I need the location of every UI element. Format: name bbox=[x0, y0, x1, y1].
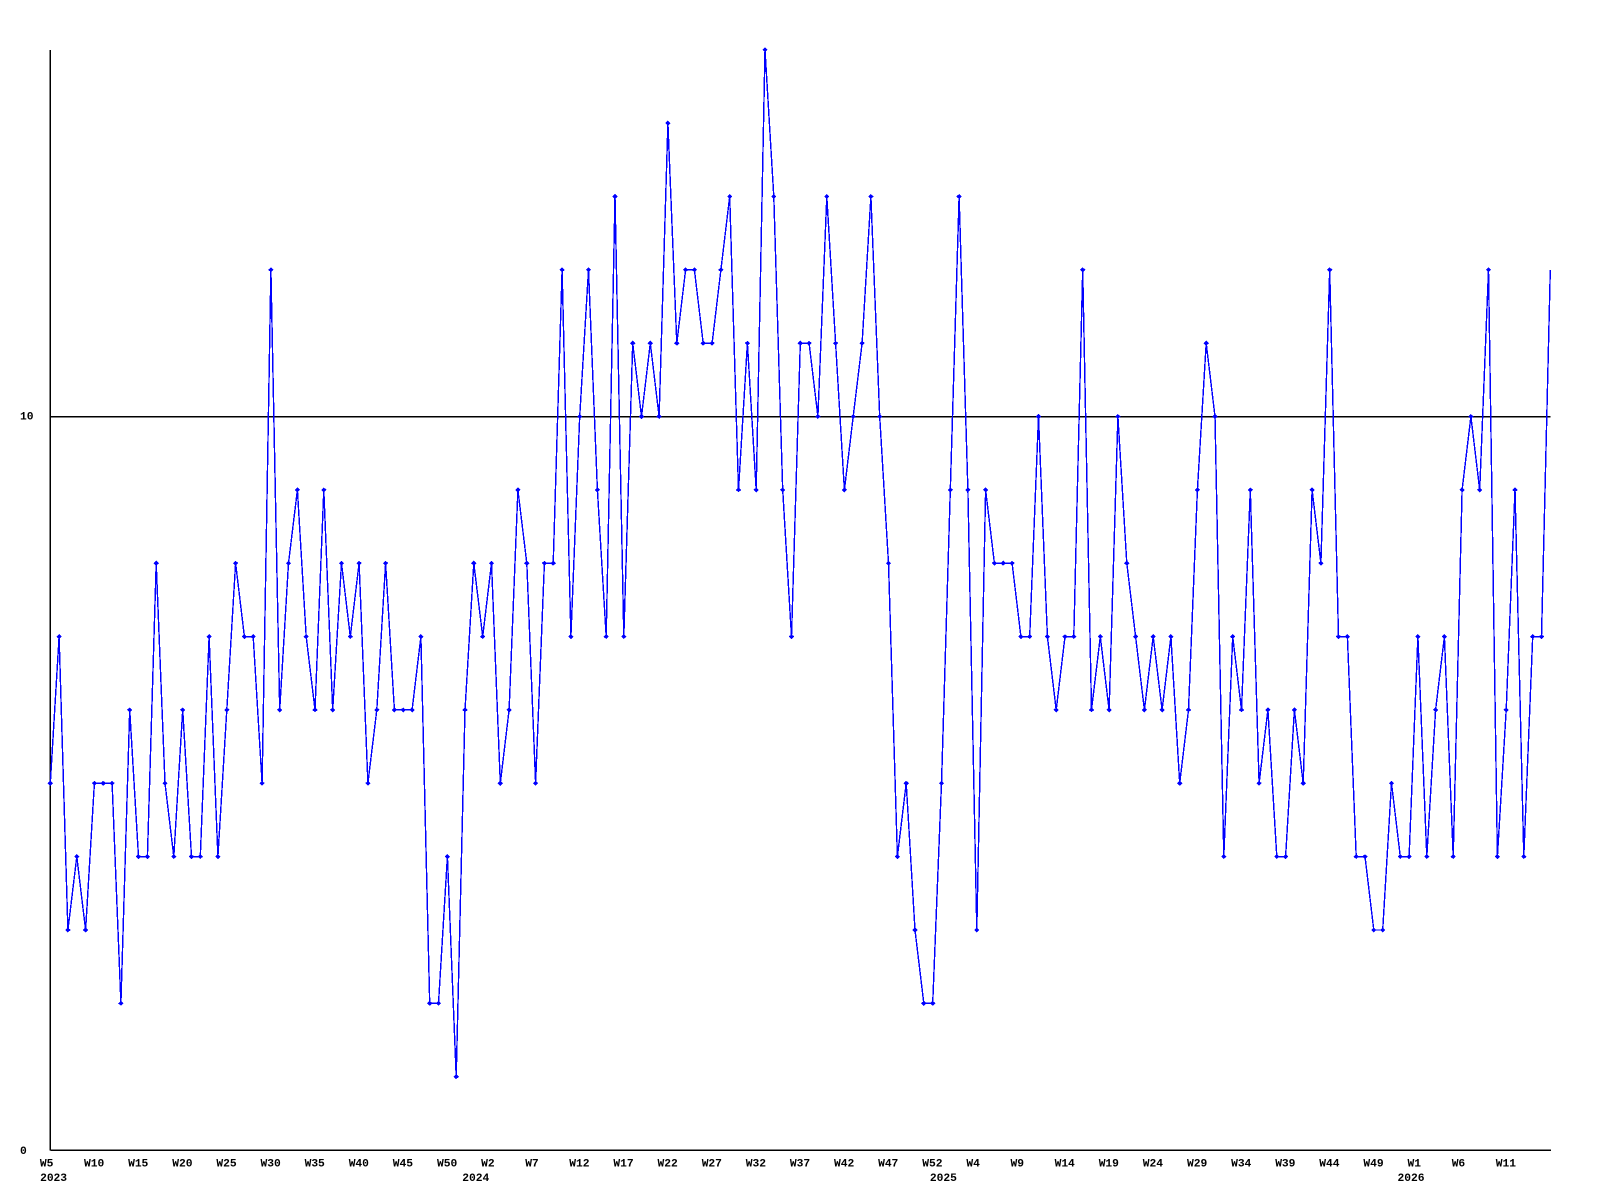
svg-text:W7: W7 bbox=[525, 1158, 539, 1170]
svg-text:W5: W5 bbox=[40, 1158, 54, 1170]
svg-text:W14: W14 bbox=[1055, 1158, 1075, 1170]
svg-text:W52: W52 bbox=[922, 1158, 942, 1170]
svg-text:W39: W39 bbox=[1275, 1158, 1295, 1170]
svg-text:W20: W20 bbox=[172, 1158, 192, 1170]
svg-text:W19: W19 bbox=[1099, 1158, 1119, 1170]
svg-text:W29: W29 bbox=[1187, 1158, 1207, 1170]
svg-text:W32: W32 bbox=[746, 1158, 766, 1170]
svg-text:W49: W49 bbox=[1363, 1158, 1383, 1170]
svg-text:W4: W4 bbox=[966, 1158, 980, 1170]
svg-text:2023: 2023 bbox=[40, 1173, 67, 1185]
svg-text:W2: W2 bbox=[481, 1158, 495, 1170]
svg-text:0: 0 bbox=[20, 1146, 27, 1158]
svg-text:2026: 2026 bbox=[1398, 1173, 1425, 1185]
svg-text:W24: W24 bbox=[1143, 1158, 1163, 1170]
svg-text:W47: W47 bbox=[878, 1158, 898, 1170]
svg-text:W17: W17 bbox=[613, 1158, 633, 1170]
svg-text:W30: W30 bbox=[261, 1158, 281, 1170]
svg-text:W1: W1 bbox=[1408, 1158, 1422, 1170]
svg-text:W12: W12 bbox=[569, 1158, 589, 1170]
svg-text:W6: W6 bbox=[1452, 1158, 1466, 1170]
svg-text:W35: W35 bbox=[305, 1158, 325, 1170]
svg-text:W34: W34 bbox=[1231, 1158, 1251, 1170]
svg-text:W10: W10 bbox=[84, 1158, 104, 1170]
svg-text:W11: W11 bbox=[1496, 1158, 1516, 1170]
svg-text:W15: W15 bbox=[128, 1158, 148, 1170]
svg-text:W25: W25 bbox=[216, 1158, 236, 1170]
svg-text:W27: W27 bbox=[702, 1158, 722, 1170]
svg-text:W45: W45 bbox=[393, 1158, 413, 1170]
svg-text:10: 10 bbox=[20, 411, 34, 423]
svg-text:2025: 2025 bbox=[930, 1173, 957, 1185]
svg-text:W37: W37 bbox=[790, 1158, 810, 1170]
svg-text:W22: W22 bbox=[658, 1158, 678, 1170]
svg-text:2024: 2024 bbox=[462, 1173, 489, 1185]
svg-text:W50: W50 bbox=[437, 1158, 457, 1170]
svg-text:W44: W44 bbox=[1319, 1158, 1339, 1170]
svg-text:W40: W40 bbox=[349, 1158, 369, 1170]
svg-text:W42: W42 bbox=[834, 1158, 854, 1170]
svg-text:W9: W9 bbox=[1011, 1158, 1025, 1170]
